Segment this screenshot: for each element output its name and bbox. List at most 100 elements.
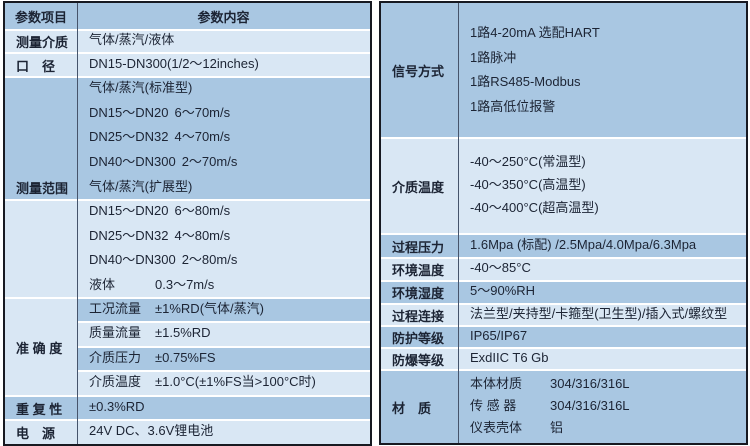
- param-value: 5～90%RH: [470, 283, 536, 299]
- spec-band: ExdIIC T6 Gb: [381, 347, 746, 369]
- param-subname: 工况流量: [89, 300, 142, 316]
- spec-row: -40～250°C(常温型): [458, 150, 746, 173]
- spec-band: IP65/IP67: [381, 325, 746, 347]
- param-label: 环境温度: [381, 259, 458, 280]
- param-label-text: 防护等级: [392, 330, 445, 346]
- param-label: 环境湿度: [381, 282, 458, 303]
- spec-row: DN25～DN32 4～70m/s: [77, 125, 370, 150]
- spec-row: ExdIIC T6 Gb: [458, 347, 746, 369]
- spec-row: 1路4-20mA 选配HART: [458, 21, 746, 46]
- param-value: 气体/蒸汽(标准型): [89, 80, 193, 96]
- param-value: ±1.0°C(±1%FS当>100°C时): [155, 374, 316, 390]
- param-value: 4～80m/s: [174, 227, 231, 243]
- param-label: 口 径: [5, 54, 77, 76]
- param-label-text: 防爆等级: [392, 352, 445, 368]
- param-label: 材 质: [381, 371, 458, 443]
- spec-row: 本体材质 304/316/316L: [458, 373, 746, 395]
- param-label: 重 复 性: [5, 397, 77, 419]
- param-value: ±1.5%RD: [155, 325, 211, 341]
- spec-row: -40～400°C(超高温型): [458, 197, 746, 220]
- param-value: IP65/IP67: [470, 327, 528, 343]
- spec-row: 仪表壳体 铝: [458, 417, 746, 439]
- param-value: 304/316/316L: [550, 397, 630, 413]
- spec-row: -40～350°C(高温型): [458, 173, 746, 196]
- spec-row: DN40～DN300 2～80m/s: [77, 248, 370, 273]
- param-label-text: 口 径: [16, 58, 56, 74]
- param-label: 准 确 度: [5, 299, 77, 395]
- param-subname: DN15～DN20: [89, 104, 169, 120]
- param-label: 介质温度: [381, 139, 458, 233]
- spec-row: 气体/蒸汽/液体: [77, 29, 370, 52]
- spec-band: DN15-DN300(1/2～12inches): [5, 52, 370, 76]
- spec-row: 1路RS485-Modbus: [458, 70, 746, 95]
- param-label: 信号方式: [381, 3, 458, 137]
- spec-row: 介质温度 ±1.0°C(±1%FS当>100°C时): [77, 370, 370, 395]
- param-label-text: 环境温度: [392, 263, 445, 278]
- right-spec-table: 1路4-20mA 选配HART 1路脉冲 1路RS485-Modbus 1路高低位报警…: [379, 1, 748, 445]
- param-value: 铝: [550, 419, 564, 435]
- spec-band: ±0.3%RD: [5, 395, 370, 419]
- param-value: 1路脉冲: [470, 49, 517, 65]
- param-value: 0.3～7m/s: [155, 276, 215, 292]
- param-value: 气体/蒸汽(扩展型): [89, 178, 193, 194]
- spec-row: 24V DC、3.6V锂电池: [77, 419, 370, 444]
- spec-row: 法兰型/夹持型/卡箍型(卫生型)/插入式/螺纹型: [458, 303, 746, 325]
- left-spec-table: 参数项目 参数内容气体/蒸汽/液体 DN15-DN300(1/2～12inches)…: [3, 1, 372, 446]
- param-label-text: 环境湿度: [392, 286, 445, 301]
- spec-band: 气体/蒸汽/液体: [5, 29, 370, 52]
- param-subname: 仪表壳体: [470, 419, 523, 435]
- param-value: ±1%RD(气体/蒸汽): [155, 300, 264, 316]
- table-header-row: 参数项目 参数内容: [5, 3, 370, 29]
- param-label: 测量范围: [5, 78, 77, 297]
- param-subname: 本体材质: [470, 375, 523, 391]
- spec-row: DN15～DN20 6～70m/s: [77, 101, 370, 126]
- param-label-text: 测量介质: [16, 35, 69, 50]
- param-value: ExdIIC T6 Gb: [470, 349, 549, 365]
- spec-band: 5～90%RH: [381, 280, 746, 303]
- spec-row: 工况流量 ±1%RD(气体/蒸汽): [77, 297, 370, 321]
- spec-row: -40～85°C: [458, 257, 746, 280]
- param-subname: DN25～DN32: [89, 227, 169, 243]
- param-label-text: 电 源: [16, 426, 56, 441]
- param-value: 气体/蒸汽/液体: [89, 32, 175, 48]
- spec-row: 5～90%RH: [458, 280, 746, 303]
- spec-band: -40～85°C: [381, 257, 746, 280]
- param-value: 2～80m/s: [181, 252, 238, 268]
- param-value: -40～350°C(高温型): [470, 176, 586, 192]
- param-subname: DN15～DN20: [89, 203, 169, 219]
- param-label-text: 材 质: [392, 400, 432, 416]
- spec-row: 气体/蒸汽(标准型): [77, 76, 370, 101]
- spec-row: DN15～DN20 6～80m/s: [77, 199, 370, 224]
- param-subname: 介质温度: [89, 374, 142, 390]
- spec-row: 液体 0.3～7m/s: [77, 273, 370, 298]
- param-value: 1路RS485-Modbus: [470, 74, 581, 90]
- param-label-text: 测量范围: [16, 181, 69, 196]
- param-label-text: 过程压力: [392, 239, 445, 255]
- param-value: 6～80m/s: [174, 203, 231, 219]
- spec-row: DN40～DN300 2～70m/s: [77, 150, 370, 175]
- spec-band: 1路4-20mA 选配HART 1路脉冲 1路RS485-Modbus 1路高低位报警: [381, 3, 746, 137]
- param-label: 防爆等级: [381, 349, 458, 369]
- param-value: -40～85°C: [470, 260, 531, 276]
- spec-row: 1.6Mpa (标配) /2.5Mpa/4.0Mpa/6.3Mpa: [458, 233, 746, 257]
- param-label-text: 信号方式: [392, 63, 445, 79]
- param-subname: DN40～DN300: [89, 252, 176, 268]
- spec-row: 质量流量 ±1.5%RD: [77, 321, 370, 346]
- param-value: -40～250°C(常温型): [470, 153, 586, 169]
- spec-band: DN15～DN20 6～80m/s DN25～DN32 4～80m/s DN40～DN3…: [5, 199, 370, 297]
- param-value: DN15-DN300(1/2～12inches): [89, 55, 259, 71]
- spec-row: DN25～DN32 4～80m/s: [77, 224, 370, 249]
- param-value: 2～70m/s: [181, 153, 238, 169]
- spec-band: 气体/蒸汽(标准型) DN15～DN20 6～70m/s DN25～DN32 4～70m…: [5, 76, 370, 199]
- spec-band: -40～250°C(常温型) -40～350°C(高温型) -40～400°C(超高…: [381, 137, 746, 233]
- param-label: 防护等级: [381, 327, 458, 347]
- param-value: -40～400°C(超高温型): [470, 200, 599, 216]
- header-cell: 参数项目: [14, 9, 67, 25]
- param-subname: 介质压力: [89, 349, 142, 365]
- spec-band: 本体材质 304/316/316L 传 感 器 304/316/316L 仪表壳体 铝: [381, 369, 746, 443]
- param-label-text: 重 复 性: [16, 401, 63, 417]
- spec-row: IP65/IP67: [458, 325, 746, 347]
- param-subname: DN40～DN300: [89, 153, 176, 169]
- header-cell: 参数内容: [197, 9, 250, 25]
- column-divider: [458, 3, 459, 443]
